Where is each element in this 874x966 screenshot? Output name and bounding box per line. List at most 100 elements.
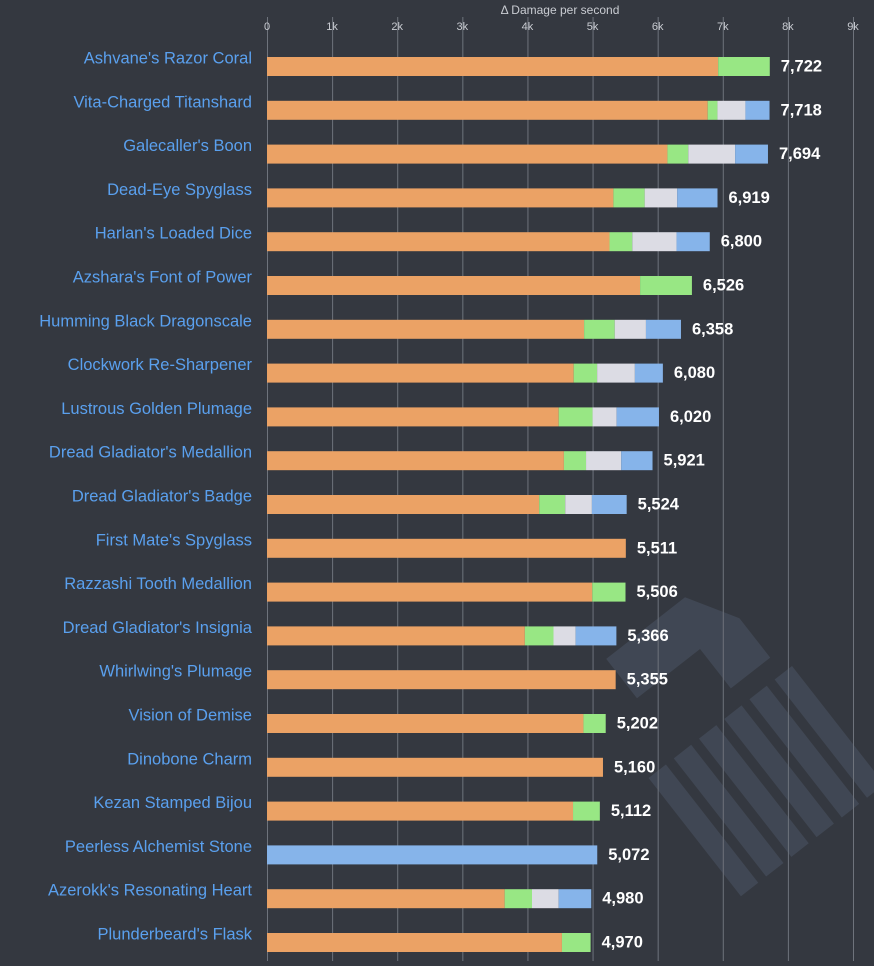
bar-segment-gray (565, 495, 592, 514)
category-label[interactable]: First Mate's Spyglass (96, 531, 252, 549)
total-value-label: 5,112 (611, 802, 651, 820)
bar-segment-green (561, 933, 591, 952)
total-value-label: 4,970 (602, 934, 643, 952)
bar-segment-blue (676, 232, 710, 252)
bar-segment-green (707, 100, 718, 120)
x-tick-label: 3k (457, 21, 469, 33)
bar-segment-orange (267, 714, 584, 733)
category-label[interactable]: Plunderbeard's Flask (98, 926, 253, 944)
bar-segment-green (583, 714, 606, 733)
bar-segment-orange (267, 57, 719, 76)
x-tick-label: 6k (652, 21, 664, 33)
total-value-label: 5,072 (608, 846, 649, 864)
category-label[interactable]: Peerless Alchemist Stone (65, 838, 252, 856)
x-tick-label: 8k (782, 21, 794, 33)
total-value-label: 6,358 (692, 320, 733, 338)
total-value-label: 5,511 (637, 539, 677, 557)
watermark (606, 597, 874, 897)
bar-segment-blue (634, 363, 663, 383)
bar-segment-gray (644, 188, 678, 208)
category-label[interactable]: Azerokk's Resonating Heart (48, 882, 252, 900)
total-value-label: 6,526 (703, 277, 744, 295)
x-tick-label: 2k (391, 21, 403, 33)
labels: 0 1k 2k 3k 4k 5k 6k 7k 8k 9k Ashvane's Razor Coral… (39, 21, 859, 952)
bar-segment-blue (616, 407, 659, 427)
bar-segment-orange (267, 144, 668, 164)
category-label[interactable]: Galecaller's Boon (123, 137, 252, 155)
total-value-label: 6,080 (674, 364, 715, 382)
category-label[interactable]: Vita-Charged Titanshard (73, 93, 252, 111)
bar-segment-orange (267, 582, 593, 602)
bar-segment-orange (267, 188, 614, 208)
category-label[interactable]: Clockwork Re-Sharpener (68, 356, 253, 374)
x-tick-label: 4k (522, 21, 534, 33)
category-label[interactable]: Humming Black Dragonscale (39, 312, 252, 330)
category-label[interactable]: Dread Gladiator's Badge (72, 488, 252, 506)
x-tick-label: 7k (717, 21, 729, 33)
bar-segment-green (584, 319, 615, 339)
bars (267, 57, 770, 952)
category-label[interactable]: Dinobone Charm (127, 750, 252, 768)
bar-segment-green (718, 57, 770, 76)
bar-segment-orange (267, 100, 708, 120)
category-label[interactable]: Razzashi Tooth Medallion (64, 575, 252, 593)
total-value-label: 5,355 (627, 671, 668, 689)
total-value-label: 5,366 (627, 627, 668, 645)
category-label[interactable]: Whirlwing's Plumage (99, 663, 252, 681)
bar-segment-orange (267, 363, 574, 383)
bar-segment-orange (267, 232, 610, 252)
category-label[interactable]: Dead-Eye Spyglass (107, 181, 252, 199)
category-label[interactable]: Dread Gladiator's Insignia (63, 619, 253, 637)
total-value-label: 5,160 (614, 758, 655, 776)
bar-segment-gray (597, 363, 635, 383)
bar-segment-blue (575, 626, 617, 646)
total-value-label: 4,980 (602, 890, 643, 908)
bar-segment-green (573, 363, 598, 383)
total-value-label: 6,919 (729, 189, 770, 207)
bar-segment-green (504, 889, 533, 909)
bar-segment-gray (532, 889, 559, 909)
bar-segment-gray (614, 319, 646, 339)
category-label[interactable]: Azshara's Font of Power (73, 269, 253, 287)
total-value-label: 6,800 (721, 233, 762, 251)
bar-segment-orange (267, 670, 616, 690)
bar-segment-green (563, 451, 587, 471)
bar-segment-gray (592, 407, 617, 427)
category-label[interactable]: Dread Gladiator's Medallion (49, 444, 252, 462)
x-tick-label: 5k (587, 21, 599, 33)
bar-segment-orange (267, 801, 574, 821)
bar-segment-green (539, 495, 566, 514)
x-tick-label: 1k (326, 21, 338, 33)
category-label[interactable]: Vision of Demise (128, 707, 252, 725)
bar-segment-blue (621, 451, 653, 471)
bar-segment-orange (267, 889, 505, 909)
bar-segment-orange (267, 407, 559, 427)
bar-segment-orange (267, 495, 540, 514)
category-label[interactable]: Harlan's Loaded Dice (95, 225, 252, 243)
category-label[interactable]: Kezan Stamped Bijou (93, 794, 252, 812)
bar-segment-gray (632, 232, 677, 252)
bar-segment-blue (745, 100, 770, 120)
bar-segment-blue (645, 319, 681, 339)
bar-segment-green (573, 801, 600, 821)
x-tick-label: 0 (264, 21, 270, 33)
bar-segment-green (613, 188, 645, 208)
bar-segment-gray (586, 451, 622, 471)
bar-segment-gray (717, 100, 746, 120)
bar-segment-blue (558, 889, 592, 909)
bar-segment-gray (688, 144, 736, 164)
bar-segment-orange (267, 451, 564, 471)
category-label[interactable]: Ashvane's Razor Coral (84, 50, 252, 68)
bar-segment-green (640, 276, 692, 295)
category-label[interactable]: Lustrous Golden Plumage (61, 400, 252, 418)
bar-segment-blue (591, 495, 627, 514)
bar-segment-blue (677, 188, 718, 208)
total-value-label: 5,202 (617, 715, 658, 733)
x-tick-label: 9k (847, 21, 859, 33)
total-value-label: 6,020 (670, 408, 711, 426)
bar-segment-green (558, 407, 593, 427)
bar-segment-gray (553, 626, 576, 646)
bar-segment-orange (267, 538, 626, 558)
